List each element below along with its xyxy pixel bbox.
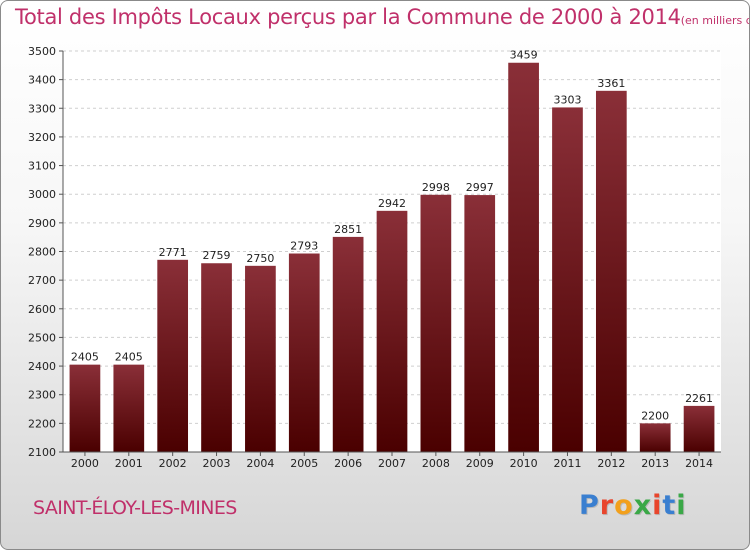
logo-letter: P: [579, 490, 600, 521]
y-tick-label: 3000: [28, 188, 56, 201]
bar-value-label: 2750: [246, 252, 274, 265]
x-tick-label: 2001: [115, 457, 143, 470]
bar-value-label: 2200: [641, 409, 669, 422]
bars: 2405 2405 2771 2759 2750 2793 2851 2942 2998 2997…: [69, 49, 715, 453]
bar-2001: [113, 364, 145, 452]
bar-value-label: 2405: [115, 351, 143, 364]
x-tick-label: 2004: [246, 457, 274, 470]
bar-value-label: 3303: [553, 93, 581, 106]
y-tick-label: 2100: [28, 446, 56, 459]
bar-value-label: 3459: [510, 49, 538, 62]
y-tick-label: 3300: [28, 102, 56, 115]
bar-value-label: 2759: [203, 249, 231, 262]
y-axis-ticks: 2100 2200 2300 2400 2500 2600 2700 2800 2900 3000…: [28, 45, 63, 459]
x-tick-label: 2013: [641, 457, 669, 470]
bar-value-label: 2405: [71, 351, 99, 364]
y-tick-label: 3500: [28, 45, 56, 58]
bar-2010: [508, 62, 539, 453]
bar-value-label: 2261: [685, 392, 713, 405]
y-tick-label: 3100: [28, 160, 56, 173]
bar-2008: [420, 194, 452, 452]
bar-value-label: 2997: [466, 181, 494, 194]
bar-value-label: 2793: [290, 240, 318, 253]
y-tick-label: 3200: [28, 131, 56, 144]
x-tick-label: 2014: [685, 457, 713, 470]
logo-letter: r: [599, 490, 615, 521]
logo-letter: t: [662, 490, 677, 521]
x-tick-label: 2007: [378, 457, 406, 470]
bar-2003: [201, 263, 232, 452]
logo-letter: i: [652, 490, 663, 521]
logo-letter: i: [676, 490, 687, 521]
bar-value-label: 2998: [422, 181, 450, 194]
y-tick-label: 2800: [28, 246, 56, 259]
bar-2013: [639, 423, 671, 452]
bar-2005: [288, 253, 320, 452]
logo-letter: o: [614, 490, 634, 521]
bar-2012: [595, 90, 627, 452]
x-tick-label: 2010: [510, 457, 538, 470]
bar-2014: [683, 405, 715, 452]
bar-2011: [552, 107, 583, 453]
y-tick-label: 2500: [28, 331, 56, 344]
bar-2004: [245, 265, 276, 452]
bar-value-label: 2942: [378, 197, 406, 210]
bar-2002: [157, 259, 189, 452]
y-tick-label: 2900: [28, 217, 56, 230]
x-tick-label: 2009: [466, 457, 494, 470]
x-tick-label: 2011: [553, 457, 581, 470]
logo-letter: x: [633, 490, 653, 521]
x-tick-label: 2012: [597, 457, 625, 470]
bar-2000: [69, 364, 101, 452]
commune-name: SAINT-ÉLOY-LES-MINES: [33, 497, 237, 519]
bar-value-label: 2771: [159, 246, 187, 259]
x-tick-label: 2005: [290, 457, 318, 470]
y-tick-label: 2700: [28, 274, 56, 287]
y-tick-label: 2400: [28, 360, 56, 373]
y-tick-label: 2300: [28, 389, 56, 402]
y-tick-label: 2600: [28, 303, 56, 316]
x-tick-label: 2006: [334, 457, 362, 470]
proxiti-logo: Proxiti: [579, 490, 687, 521]
y-tick-label: 3400: [28, 74, 56, 87]
chart-title-text: Total des Impôts Locaux perçus par la Co…: [15, 5, 681, 29]
y-tick-label: 2200: [28, 417, 56, 430]
bar-value-label: 2851: [334, 223, 362, 236]
bar-2007: [376, 210, 408, 452]
bar-2009: [464, 195, 496, 452]
x-axis-ticks: 2000 2001 2002 2003 2004 2005 2006 2007 2008 2009…: [71, 452, 713, 470]
chart-title: Total des Impôts Locaux perçus par la Co…: [15, 5, 749, 29]
chart-subtitle: (en milliers d'€): [680, 14, 749, 27]
bar-value-label: 3361: [597, 77, 625, 90]
x-tick-label: 2000: [71, 457, 99, 470]
bar-2006: [332, 236, 364, 452]
x-tick-label: 2008: [422, 457, 450, 470]
x-tick-label: 2003: [203, 457, 231, 470]
x-tick-label: 2002: [159, 457, 187, 470]
